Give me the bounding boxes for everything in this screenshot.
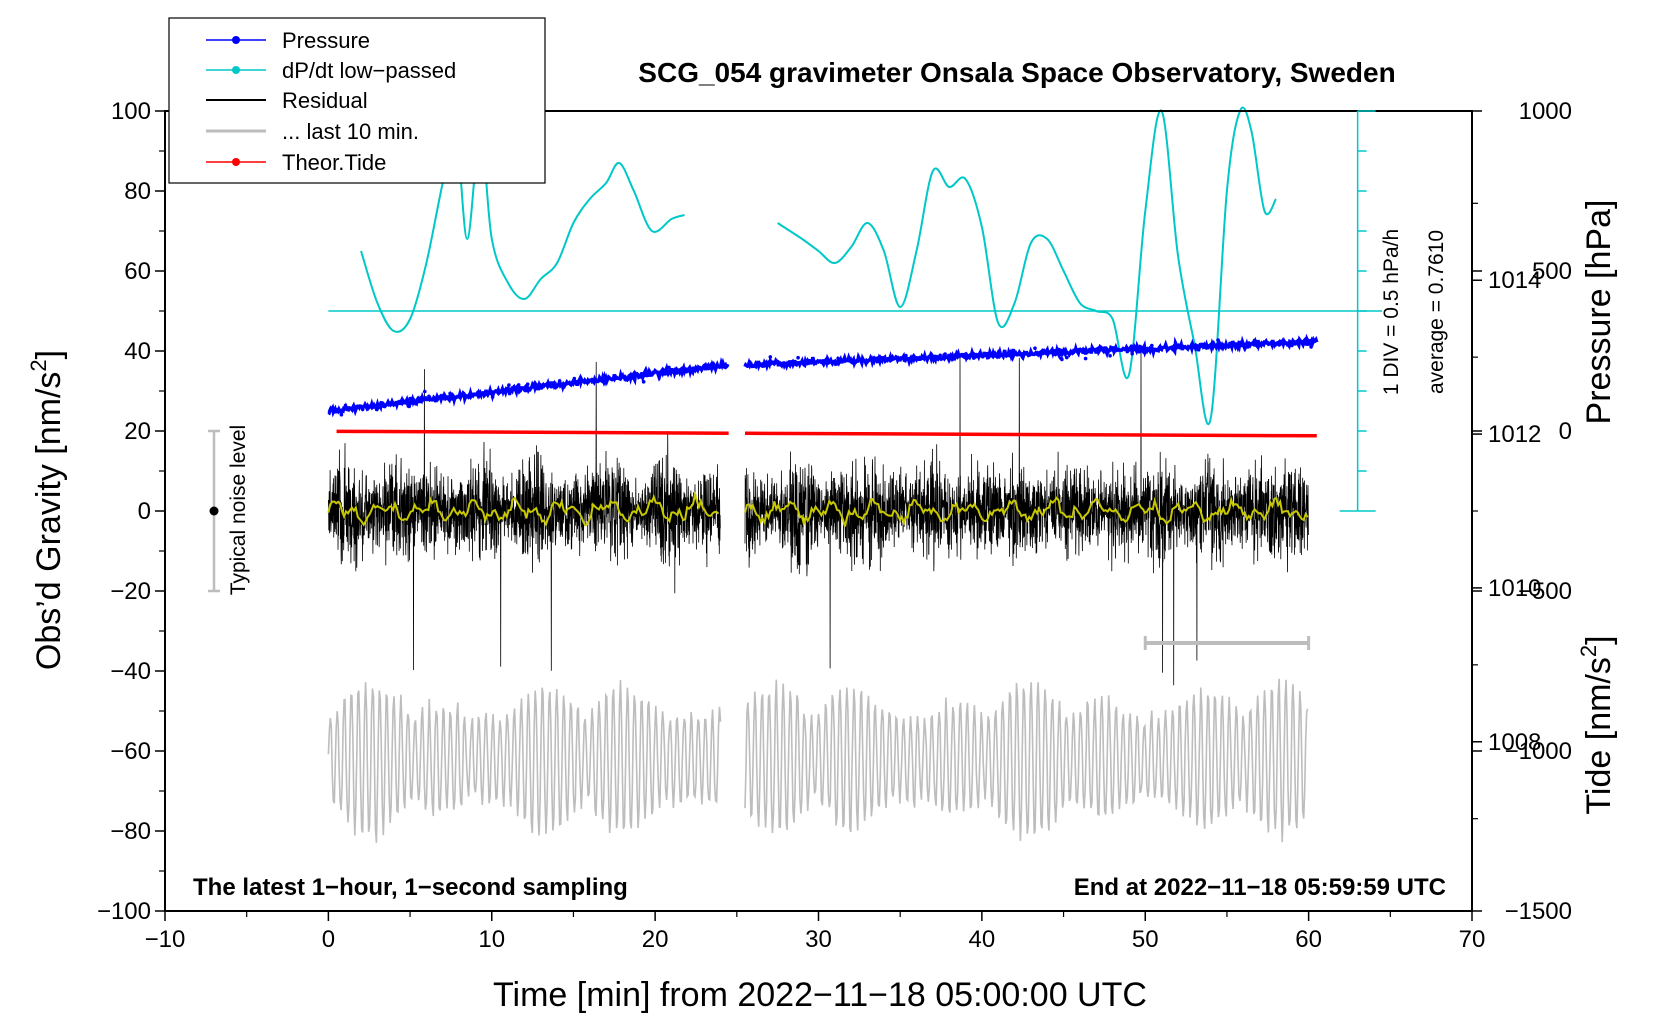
legend-label-last10: ... last 10 min. [282, 119, 419, 144]
legend-entry-dpdt: dP/dt low−passed [206, 58, 456, 83]
y-tick-label: 0 [138, 498, 151, 525]
pressure-tick-label: 1008 [1488, 729, 1541, 756]
legend-label-residual: Residual [282, 88, 368, 113]
residual-smoothed-seg0 [327, 491, 720, 528]
noise-level-dot [209, 506, 219, 516]
y-tick-label: −100 [97, 898, 151, 925]
pressure-line-seg1 [743, 333, 1319, 372]
tide-tick-label: −1000 [1505, 738, 1572, 765]
y-tick-label: −40 [110, 658, 151, 685]
y-tick-label: 80 [124, 178, 151, 205]
y-tick-label: 100 [111, 98, 151, 125]
y-tick-label: 20 [124, 418, 151, 445]
x-tick-label: 60 [1295, 926, 1322, 953]
y-axis-label-left: Obs’d Gravity [nm/s2] [26, 350, 68, 670]
legend-label-pressure: Pressure [282, 28, 370, 53]
tide-tick-label: −500 [1518, 578, 1572, 605]
dpdt-line-seg0 [360, 128, 685, 333]
residual-line-seg1 [744, 344, 1309, 686]
axes-layer: −10 0 10 20 30 40 50 60 70−100−80−60−40−20020406… [97, 98, 1572, 953]
pressure-tick-label: 1010 [1488, 575, 1541, 602]
data-layer [327, 106, 1383, 843]
last10-line-seg1 [744, 678, 1309, 843]
legend-marker-pressure [232, 36, 240, 44]
tide-tick-label: 0 [1559, 418, 1572, 445]
tide-line-seg1 [744, 431, 1317, 438]
noise-level-label: Typical noise level [227, 425, 250, 595]
dpdt-div-label: 1 DIV = 0.5 hPa/h [1380, 229, 1403, 395]
last10-line-seg0 [327, 679, 722, 843]
legend-marker-tide [232, 158, 240, 166]
tide-line-seg0 [336, 429, 729, 435]
legend-label-dpdt: dP/dt low−passed [282, 58, 456, 83]
tide-tick-label: 500 [1532, 258, 1572, 285]
x-axis-label: Time [min] from 2022−11−18 05:00:00 UTC [493, 976, 1147, 1014]
tide-tick-label: 1000 [1519, 98, 1572, 125]
legend-entry-pressure: Pressure [206, 28, 370, 53]
tide-tick-label: −1500 [1505, 898, 1572, 925]
dpdt-average-label: average = 0.7610 [1425, 230, 1448, 394]
pressure-line-seg0 [327, 357, 730, 418]
legend-entry-tide: Theor.Tide [206, 150, 386, 175]
y-tick-label: 40 [124, 338, 151, 365]
x-tick-label: 10 [478, 926, 505, 953]
x-tick-label: 40 [969, 926, 996, 953]
dpdt-line-seg1 [777, 106, 1277, 426]
x-tick-label: 30 [805, 926, 832, 953]
sampling-note: The latest 1−hour, 1−second sampling [193, 874, 628, 901]
end-time-note: End at 2022−11−18 05:59:59 UTC [1074, 874, 1446, 901]
y-tick-label: 60 [124, 258, 151, 285]
legend-marker-dpdt [232, 66, 240, 74]
legend-entry-last10: ... last 10 min. [206, 119, 419, 144]
x-tick-label: 70 [1459, 926, 1486, 953]
pressure-tick-label: 1014 [1488, 267, 1541, 294]
x-tick-label: −10 [145, 926, 186, 953]
pressure-tick-label: 1012 [1488, 421, 1541, 448]
x-tick-label: 0 [322, 926, 335, 953]
chart-title: SCG_054 gravimeter Onsala Space Observat… [638, 57, 1395, 88]
legend-label-tide: Theor.Tide [282, 150, 386, 175]
legend-entry-residual: Residual [206, 88, 368, 113]
residual-smoothed-seg1 [744, 495, 1309, 528]
legend: Pressure dP/dt low−passed Residual ... l… [168, 17, 546, 184]
x-tick-label: 50 [1132, 926, 1159, 953]
y-axis-label-pressure: Pressure [hPa] [1580, 200, 1618, 425]
residual-line-seg0 [328, 361, 721, 671]
y-tick-label: −20 [110, 578, 151, 605]
y-axis-label-tide: Tide [nm/s2] [1576, 635, 1618, 814]
y-tick-label: −60 [110, 738, 151, 765]
x-tick-label: 20 [642, 926, 669, 953]
y-tick-label: −80 [110, 818, 151, 845]
